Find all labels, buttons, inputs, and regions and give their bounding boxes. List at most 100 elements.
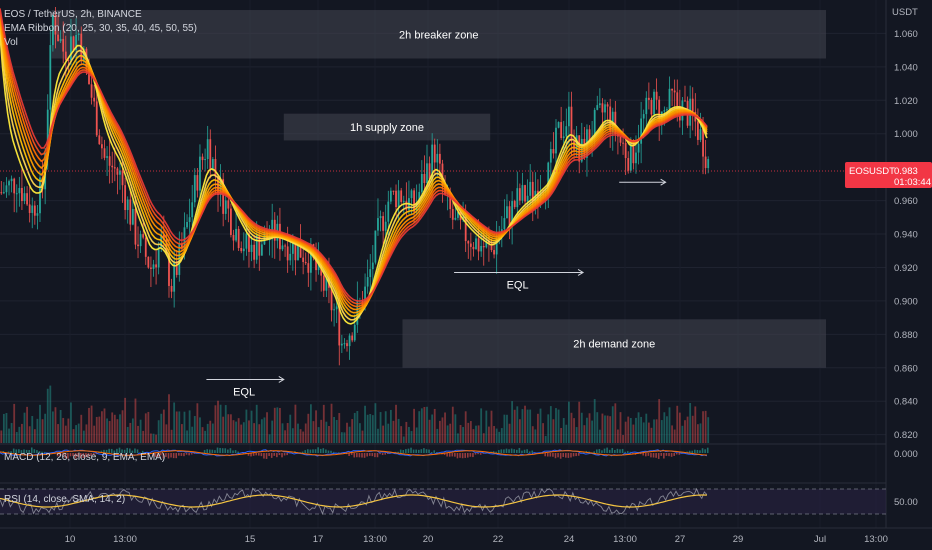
candle-body bbox=[606, 104, 609, 107]
volume-bar bbox=[124, 397, 127, 443]
macd-histogram-bar bbox=[270, 453, 273, 458]
volume-bar bbox=[490, 410, 493, 443]
volume-bar bbox=[106, 418, 108, 443]
candle-body bbox=[108, 156, 111, 166]
candle-body bbox=[454, 217, 457, 220]
macd-histogram-bar bbox=[557, 453, 559, 458]
macd-histogram-bar bbox=[92, 453, 95, 456]
candle-body bbox=[28, 204, 31, 213]
candle-body bbox=[490, 243, 493, 251]
volume-bar bbox=[578, 401, 581, 443]
candle-body bbox=[508, 206, 511, 226]
candle-body bbox=[258, 235, 261, 256]
macd-histogram-bar bbox=[105, 449, 108, 453]
candle-body bbox=[374, 230, 377, 263]
volume-bar bbox=[15, 432, 18, 443]
macd-histogram-bar bbox=[379, 453, 381, 455]
legend-ema-ribbon[interactable]: EMA Ribbon (20, 25, 30, 35, 40, 45, 50, … bbox=[4, 23, 197, 34]
candle-body bbox=[325, 277, 328, 291]
volume-bar bbox=[508, 423, 511, 443]
volume-bar bbox=[441, 417, 444, 443]
volume-bar bbox=[317, 427, 320, 443]
candle-body bbox=[139, 234, 142, 247]
macd-histogram-bar bbox=[43, 451, 46, 453]
macd-histogram-bar bbox=[503, 449, 505, 453]
candle-body bbox=[343, 343, 346, 345]
macd-histogram-bar bbox=[30, 447, 33, 453]
volume-bar bbox=[36, 418, 39, 443]
candle-body bbox=[21, 187, 23, 202]
candle-body bbox=[366, 277, 369, 287]
macd-histogram-bar bbox=[159, 453, 162, 456]
volume-bar bbox=[617, 429, 619, 443]
volume-bar bbox=[191, 426, 194, 443]
volume-bar bbox=[696, 424, 699, 443]
volume-bar bbox=[67, 418, 70, 443]
volume-bar bbox=[199, 417, 201, 443]
volume-bar bbox=[5, 413, 8, 443]
macd-histogram-bar bbox=[469, 453, 472, 457]
volume-bar bbox=[289, 414, 292, 443]
candle-body bbox=[684, 100, 686, 102]
volume-bar bbox=[320, 419, 323, 443]
macd-histogram-bar bbox=[650, 453, 652, 458]
time-axis[interactable]: 10 13:00 15 17 13:00 20 22 24 13:00 27 29 Jul 13:00 bbox=[65, 534, 888, 545]
macd-legend: MACD (12, 26, close, 9, EMA, EMA) bbox=[4, 452, 165, 463]
macd-histogram-bar bbox=[619, 449, 621, 453]
candle-body bbox=[294, 242, 297, 261]
macd-histogram-bar bbox=[430, 451, 433, 453]
macd-histogram-bar bbox=[410, 447, 412, 453]
volume-bar bbox=[539, 408, 542, 443]
volume-bar bbox=[420, 408, 423, 443]
volume-bar bbox=[351, 419, 354, 443]
volume-bar bbox=[217, 400, 219, 443]
last-price-countdown: 01:03:44 bbox=[894, 177, 931, 188]
volume-bar bbox=[150, 433, 152, 443]
macd-histogram-bar bbox=[665, 453, 668, 456]
macd-histogram-bar bbox=[260, 453, 263, 457]
candle-body bbox=[77, 33, 80, 35]
candle-body bbox=[402, 201, 405, 203]
candle-body bbox=[113, 167, 116, 169]
macd-histogram-bar bbox=[183, 453, 185, 457]
volume-bar bbox=[410, 431, 413, 443]
candle-body bbox=[433, 144, 436, 163]
volume-bar bbox=[400, 426, 403, 443]
ema-line bbox=[0, 34, 708, 325]
volume-bar bbox=[583, 425, 586, 443]
candle-body bbox=[485, 240, 488, 248]
macd-histogram-bar bbox=[575, 453, 577, 457]
volume-bar bbox=[186, 430, 188, 443]
candle-body bbox=[302, 257, 305, 262]
candle-body bbox=[281, 245, 284, 250]
macd-histogram-bar bbox=[678, 453, 681, 455]
price-axis[interactable]: 1.060 1.040 1.020 1.000 0.960 0.940 0.920 0.900… bbox=[894, 29, 918, 441]
candle-body bbox=[297, 244, 299, 261]
volume-bar bbox=[472, 429, 475, 443]
candle-body bbox=[15, 193, 18, 195]
macd-histogram-bar bbox=[660, 453, 663, 456]
candle-body bbox=[637, 143, 640, 153]
macd-histogram-bar bbox=[598, 449, 601, 453]
volume-bar bbox=[170, 429, 173, 443]
macd-histogram-bar bbox=[363, 453, 366, 458]
volume-bar bbox=[694, 406, 697, 443]
macd-histogram-bar bbox=[188, 453, 190, 456]
volume-bar bbox=[95, 416, 98, 443]
macd-histogram-bar bbox=[663, 453, 665, 459]
candle-body bbox=[59, 38, 62, 42]
rsi-axis-value: 50.00 bbox=[894, 497, 918, 508]
candle-body bbox=[2, 192, 5, 194]
candle-body bbox=[54, 14, 57, 35]
candle-body bbox=[39, 177, 41, 214]
candle-body bbox=[193, 175, 196, 203]
legend-volume[interactable]: Vol bbox=[4, 37, 18, 48]
volume-bar bbox=[291, 428, 294, 443]
ema-ribbon bbox=[0, 8, 708, 325]
macd-histogram-bar bbox=[433, 450, 436, 453]
macd-histogram-bar bbox=[247, 453, 250, 456]
legend-symbol[interactable]: EOS / TetherUS, 2h, BINANCE bbox=[4, 9, 142, 20]
volume-bar bbox=[266, 412, 268, 443]
candle-body bbox=[464, 216, 467, 242]
